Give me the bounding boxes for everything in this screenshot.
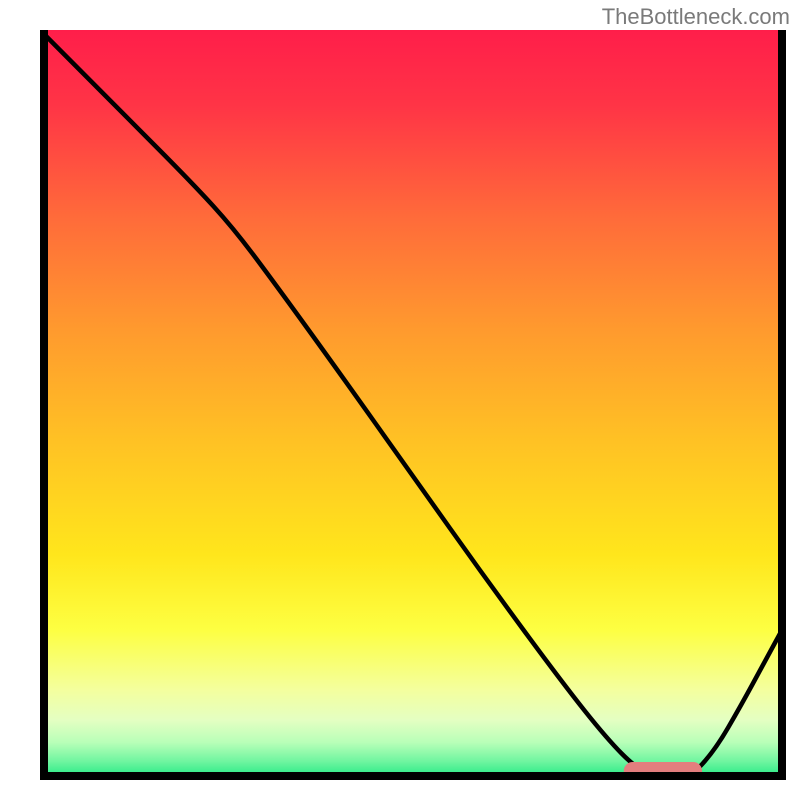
bottleneck-chart [0,0,800,800]
chart-container: { "watermark": { "text": "TheBottleneck.… [0,0,800,800]
